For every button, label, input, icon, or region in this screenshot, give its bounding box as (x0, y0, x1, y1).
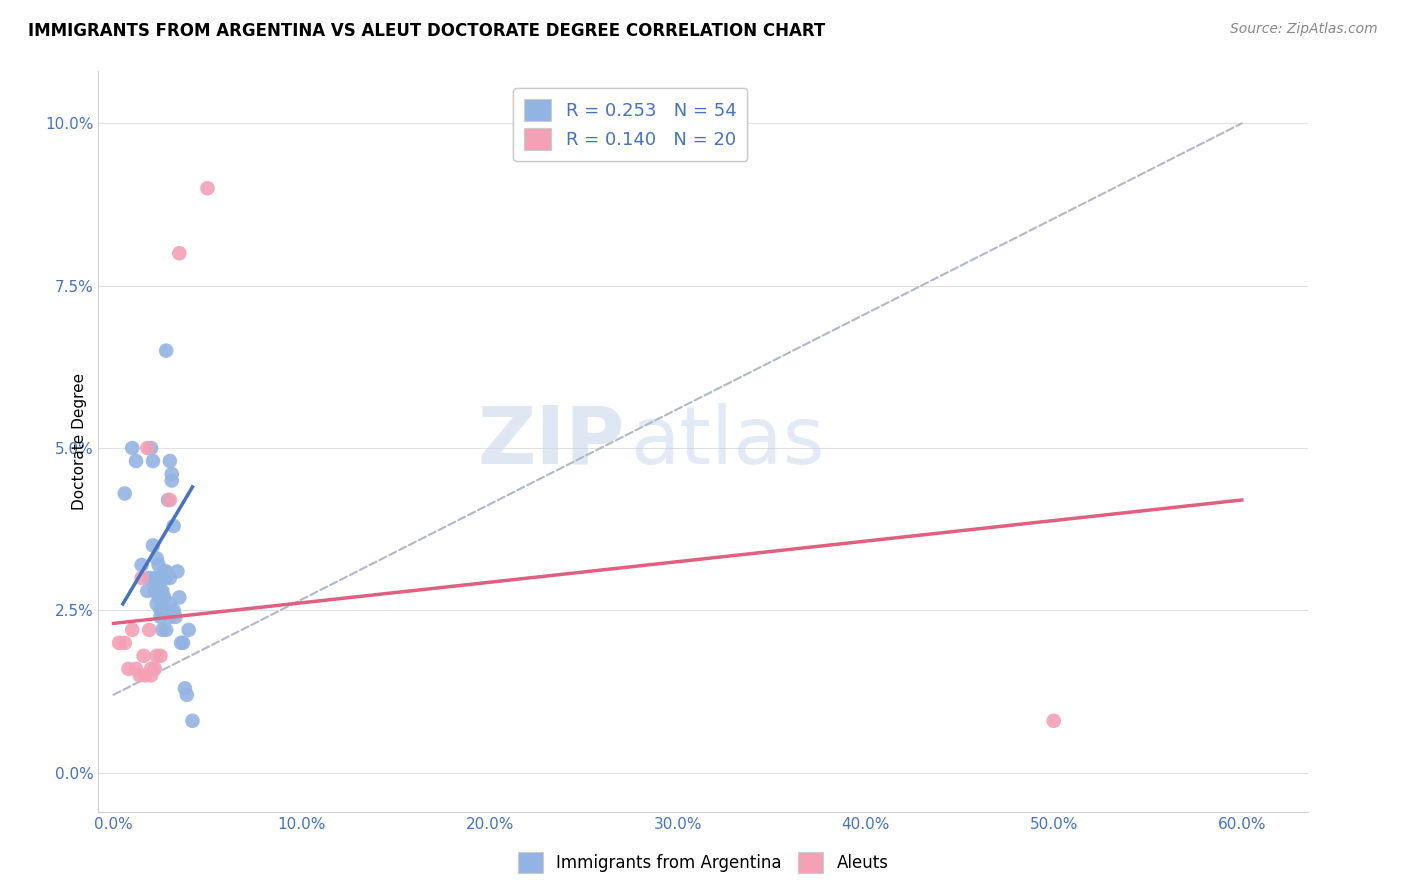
Text: IMMIGRANTS FROM ARGENTINA VS ALEUT DOCTORATE DEGREE CORRELATION CHART: IMMIGRANTS FROM ARGENTINA VS ALEUT DOCTO… (28, 22, 825, 40)
Point (150, 583, 173, 598)
Point (149, 583, 172, 598)
Point (160, 467, 183, 481)
Point (159, 454, 181, 468)
Point (139, 441, 162, 455)
Point (143, 662, 166, 676)
Point (145, 551, 167, 566)
Point (159, 610, 181, 624)
Point (121, 441, 143, 455)
Point (162, 519, 184, 533)
Text: Source: ZipAtlas.com: Source: ZipAtlas.com (1230, 22, 1378, 37)
Point (150, 591, 173, 605)
Point (170, 636, 193, 650)
Point (149, 603, 172, 617)
Point (159, 597, 181, 611)
Point (169, 591, 191, 605)
Point (176, 688, 198, 702)
Point (149, 571, 172, 585)
Point (138, 571, 160, 585)
Point (139, 668, 162, 682)
Point (156, 493, 179, 508)
Point (174, 681, 197, 696)
Point (165, 610, 187, 624)
Text: atlas: atlas (630, 402, 825, 481)
Point (177, 623, 200, 637)
Point (148, 571, 170, 585)
Point (149, 610, 172, 624)
Point (155, 623, 177, 637)
Point (145, 597, 167, 611)
Text: ZIP: ZIP (477, 402, 624, 481)
Point (148, 558, 170, 572)
Point (172, 636, 194, 650)
Point (155, 565, 177, 579)
Point (136, 583, 159, 598)
Point (155, 571, 177, 585)
Point (145, 583, 167, 598)
Point (117, 662, 139, 676)
Point (150, 623, 173, 637)
Point (149, 648, 172, 663)
Point (155, 603, 177, 617)
Point (138, 623, 160, 637)
Point (148, 591, 170, 605)
Point (1042, 714, 1064, 728)
Point (160, 474, 183, 488)
Point (169, 246, 191, 260)
Point (159, 493, 181, 508)
Point (134, 668, 156, 682)
Point (153, 591, 176, 605)
Point (149, 591, 172, 605)
Point (125, 454, 148, 468)
Point (125, 662, 148, 676)
Point (150, 603, 173, 617)
Point (121, 623, 143, 637)
Point (136, 441, 159, 455)
Legend: R = 0.253   N = 54, R = 0.140   N = 20: R = 0.253 N = 54, R = 0.140 N = 20 (513, 87, 748, 161)
Point (132, 648, 155, 663)
Point (145, 577, 167, 591)
Point (114, 486, 136, 500)
Point (131, 558, 153, 572)
Point (108, 636, 131, 650)
Point (142, 454, 165, 468)
Point (197, 181, 219, 195)
Point (155, 343, 177, 358)
Point (143, 583, 166, 598)
Point (145, 648, 167, 663)
Point (148, 583, 170, 598)
Point (153, 603, 176, 617)
Legend: Immigrants from Argentina, Aleuts: Immigrants from Argentina, Aleuts (510, 846, 896, 880)
Point (142, 538, 165, 552)
Point (162, 603, 184, 617)
Point (153, 565, 176, 579)
Point (128, 668, 150, 682)
Point (139, 662, 162, 676)
Y-axis label: Doctorate Degree: Doctorate Degree (72, 373, 87, 510)
Point (159, 571, 181, 585)
Point (181, 714, 204, 728)
Point (114, 636, 136, 650)
Point (143, 571, 166, 585)
Point (166, 565, 188, 579)
Point (131, 571, 153, 585)
